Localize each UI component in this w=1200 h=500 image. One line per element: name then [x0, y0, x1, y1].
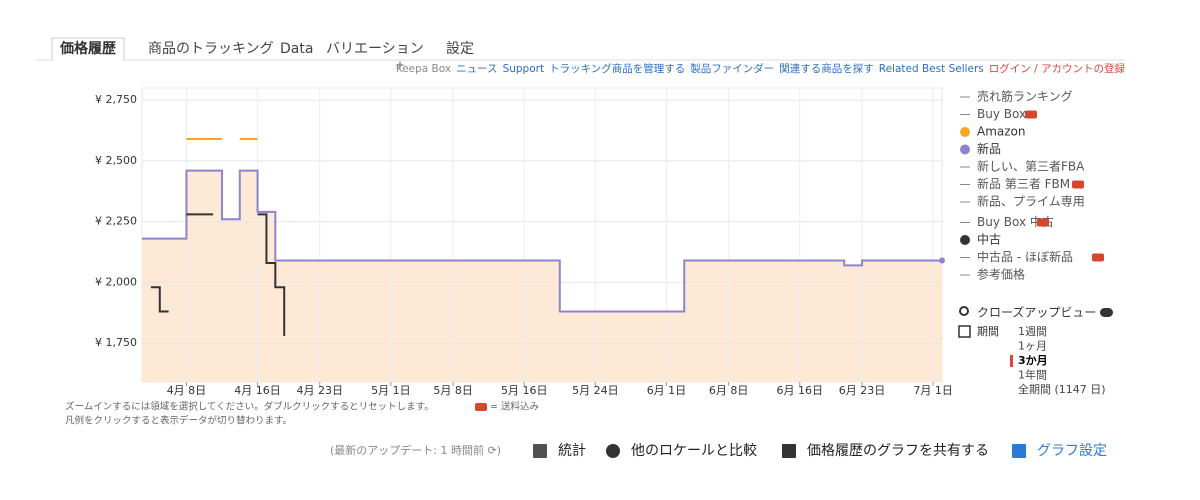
selected-bar [1010, 355, 1013, 367]
action-icon [782, 444, 796, 458]
x-tick-label: 4月 16日 [234, 384, 281, 397]
footer-action[interactable]: 価格履歴のグラフを共有する [807, 443, 989, 459]
x-tick-label: 4月 8日 [167, 384, 207, 397]
x-tick-label: 6月 23日 [839, 384, 886, 397]
y-tick-label: ¥ 1,750 [95, 336, 137, 349]
tab[interactable]: バリエーション [326, 41, 424, 57]
link[interactable]: ニュース [456, 63, 498, 75]
search-icon [959, 306, 969, 316]
link[interactable]: トラッキング商品を管理する [549, 63, 686, 75]
update-note: (最新のアップデート: 1 時間前 ⟳) [330, 443, 501, 457]
truck-icon [1072, 180, 1084, 189]
x-tick-label: 6月 16日 [777, 384, 824, 397]
tab[interactable]: 商品のトラッキング [148, 41, 274, 57]
y-tick-label: ¥ 2,250 [95, 215, 137, 228]
legend-label[interactable]: 新品 第三者 FBM [977, 176, 1070, 191]
note: = 送料込み [490, 401, 539, 413]
period-option[interactable]: 1週間 [1018, 325, 1047, 338]
footer-action[interactable]: 統計 [558, 443, 586, 459]
period-option[interactable]: 1ヶ月 [1018, 340, 1047, 353]
legend-label[interactable]: 新品 [977, 141, 1001, 156]
y-tick-label: ¥ 2,000 [95, 275, 137, 288]
x-tick-label: 5月 16日 [501, 384, 548, 397]
note: 凡例をクリックすると表示データが切り替わります。 [65, 415, 292, 427]
legend-label[interactable]: 売れ筋ランキング [977, 89, 1073, 104]
tab[interactable]: 価格履歴 [59, 40, 116, 57]
link[interactable]: Keepa Box [395, 62, 452, 75]
link[interactable]: 製品ファインダー [690, 63, 775, 75]
legend-swatch [960, 127, 970, 137]
link[interactable]: ログイン / アカウントの登録 [988, 63, 1125, 75]
x-tick-label: 5月 1日 [371, 384, 411, 397]
separator [395, 61, 404, 69]
closeup-label[interactable]: クローズアップビュー [977, 305, 1096, 320]
truck-icon [475, 403, 487, 411]
legend-label[interactable]: 新しい、第三者FBA [977, 159, 1085, 174]
legend-swatch [960, 235, 970, 245]
separator-star [395, 61, 404, 69]
legend-label[interactable]: 新品、プライム専用 [977, 194, 1085, 209]
legend-label[interactable]: 参考価格 [977, 267, 1025, 282]
action-icon [1012, 444, 1026, 458]
price-line [150, 213, 286, 336]
end-point [939, 257, 945, 264]
x-tick-label: 4月 23日 [297, 384, 344, 397]
price-line [142, 169, 942, 313]
tab[interactable]: Data [280, 41, 313, 57]
truck-icon [1037, 218, 1049, 227]
x-tick-label: 7月 1日 [913, 384, 953, 397]
legend-label[interactable]: Buy Box [977, 107, 1026, 121]
toggle [1100, 308, 1113, 317]
calendar-icon [958, 325, 971, 338]
legend-label[interactable]: 中古品 - ほぼ新品 [977, 249, 1073, 264]
x-tick-label: 6月 1日 [647, 384, 687, 397]
legend-label[interactable]: 中古 [977, 232, 1001, 247]
period-option[interactable]: 1年間 [1018, 368, 1047, 382]
truck-icon [1092, 253, 1104, 262]
legend-label[interactable]: Amazon [977, 125, 1026, 139]
link[interactable]: 関連する商品を探す [779, 63, 874, 75]
y-tick-label: ¥ 2,750 [95, 93, 137, 106]
footer-action[interactable]: 他のロケールと比較 [631, 443, 757, 459]
action-icon [606, 444, 620, 458]
x-tick-label: 5月 8日 [433, 384, 473, 397]
truck-icon [1025, 110, 1037, 119]
y-tick-label: ¥ 2,500 [95, 154, 137, 167]
note: ズームインするには領域を選択してください。ダブルクリックするとリセットします。 [65, 401, 434, 413]
period-option[interactable]: 全期間 (1147 日) [1018, 382, 1106, 396]
link[interactable]: Related Best Sellers [878, 62, 984, 75]
area [142, 170, 942, 382]
x-tick-label: 5月 24日 [572, 384, 619, 397]
tab[interactable]: 設定 [446, 41, 474, 57]
link-row: Keepa Box ニュース Support トラッキング商品を管理する 製品ファインダ… [395, 61, 1125, 76]
action-icon [533, 444, 547, 458]
period-option[interactable]: 3か月 [1018, 354, 1048, 367]
link[interactable]: Support [502, 62, 545, 75]
legend-label[interactable]: Buy Box 中古 [977, 214, 1054, 229]
period-label: 期間 [977, 325, 999, 338]
legend-swatch [960, 144, 970, 155]
footer-action[interactable]: グラフ設定 [1037, 443, 1107, 459]
x-tick-label: 6月 8日 [709, 384, 749, 397]
